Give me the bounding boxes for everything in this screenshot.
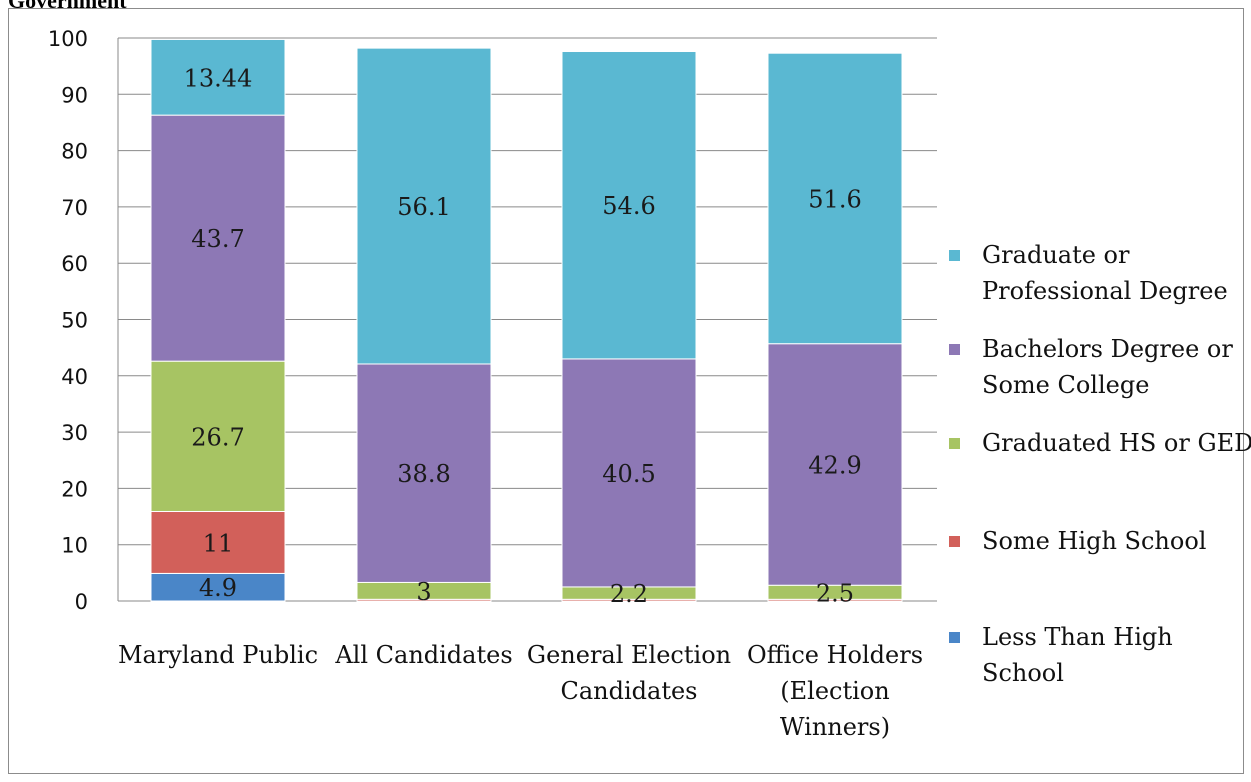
data-label: 38.8 [397, 460, 450, 488]
legend: Graduate or Professional Degree Bachelors … [949, 241, 1251, 687]
x-category-label: Candidates [560, 677, 697, 705]
bar-segment [561, 51, 697, 360]
bar-segment [767, 343, 903, 586]
bars [150, 38, 903, 602]
legend-swatch [949, 438, 960, 449]
data-label: 42.9 [808, 451, 861, 479]
legend-label: Less Than High [982, 623, 1173, 651]
y-tick-label: 60 [61, 252, 88, 276]
y-tick-label: 30 [61, 421, 88, 445]
y-tick-label: 20 [61, 477, 88, 501]
legend-label: Bachelors Degree or [982, 335, 1233, 363]
bar-segment [561, 358, 697, 588]
y-tick-label: 50 [61, 309, 88, 333]
x-category-label: Winners) [780, 713, 890, 741]
legend-label: Graduated HS or GED [982, 429, 1251, 457]
x-axis: Maryland Public All Candidates General Ele… [118, 641, 923, 741]
legend-swatch [949, 632, 960, 643]
bar-segment [356, 47, 492, 365]
y-tick-label: 70 [61, 196, 88, 220]
bar-segment [356, 363, 492, 583]
x-category-label: (Election [780, 677, 889, 705]
data-label: 4.9 [199, 574, 237, 602]
y-tick-label: 100 [48, 27, 88, 51]
data-label: 43.7 [191, 225, 244, 253]
x-category-label: Maryland Public [118, 641, 318, 669]
data-label: 13.44 [184, 64, 253, 92]
legend-label: Graduate or [982, 241, 1130, 269]
legend-label: Some High School [982, 527, 1206, 555]
bar-segment [150, 38, 286, 116]
data-label: 54.6 [602, 192, 655, 220]
legend-swatch [949, 344, 960, 355]
legend-label: Some College [982, 371, 1149, 399]
data-label: 56.1 [397, 193, 450, 221]
y-tick-label: 90 [61, 83, 88, 107]
bar-segment [150, 114, 286, 362]
data-label: 51.6 [808, 185, 861, 213]
legend-label: Professional Degree [982, 277, 1228, 305]
data-label: 11 [203, 529, 234, 557]
data-label: 2.5 [816, 579, 854, 607]
data-labels: 4.9 11 26.7 43.7 13.44 3 38.8 56.1 2.2 40.5 54.6 2.… [184, 64, 862, 608]
y-tick-label: 40 [61, 365, 88, 389]
bar-segment [767, 52, 903, 345]
y-tick-label: 0 [75, 590, 88, 614]
legend-label: School [982, 659, 1064, 687]
data-label: 2.2 [610, 580, 648, 608]
data-label: 40.5 [602, 460, 655, 488]
y-tick-label: 10 [61, 534, 88, 558]
x-category-label: General Election [527, 641, 731, 669]
legend-swatch [949, 250, 960, 261]
x-category-label: All Candidates [334, 641, 512, 669]
y-tick-label: 80 [61, 140, 88, 164]
data-label: 3 [416, 578, 431, 606]
legend-swatch [949, 536, 960, 547]
y-axis: 0 10 20 30 40 50 60 70 80 90 100 [48, 27, 119, 614]
data-label: 26.7 [191, 423, 244, 451]
x-category-label: Office Holders [747, 641, 923, 669]
